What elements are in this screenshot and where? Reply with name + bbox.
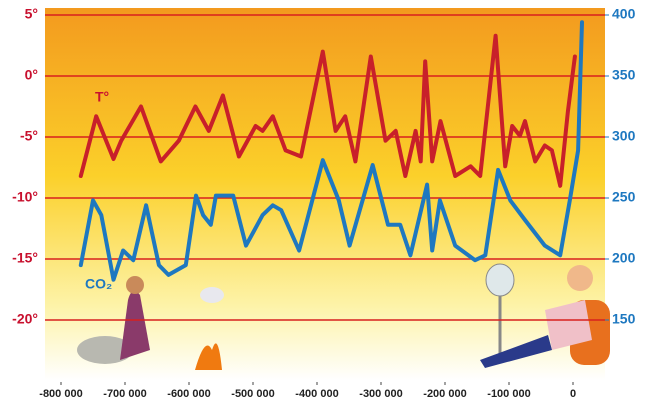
y-tick-label: -15°	[12, 250, 38, 266]
x-tick-label: -300 000	[359, 388, 402, 400]
y2-tick-label: 350	[612, 67, 636, 83]
y2-tick-label: 250	[612, 189, 636, 205]
y2-tick-label: 400	[612, 6, 636, 22]
y-tick-label: -10°	[12, 189, 38, 205]
x-tick-label: -500 000	[231, 388, 274, 400]
x-tick-label: -400 000	[295, 388, 338, 400]
chart: T° CO₂ 5° 0° -5° -10° -15° -20° 400 350 300 250 20…	[0, 0, 646, 404]
y-tick-label: 5°	[25, 6, 38, 22]
series-label: T°	[95, 89, 109, 105]
x-tick-label: -800 000	[39, 388, 82, 400]
series-label: CO₂	[85, 276, 112, 292]
y-tick-label: -5°	[20, 128, 38, 144]
x-tick-label: -100 000	[487, 388, 530, 400]
x-tick-label: -200 000	[423, 388, 466, 400]
x-tick-label: -600 000	[167, 388, 210, 400]
x-tick-label: 0	[570, 388, 576, 400]
y-tick-label: 0°	[25, 67, 38, 83]
y2-tick-label: 200	[612, 250, 636, 266]
x-tick-label: -700 000	[103, 388, 146, 400]
page: T° CO₂ 5° 0° -5° -10° -15° -20° 400 350 300 250 20…	[0, 0, 646, 409]
y2-tick-label: 300	[612, 128, 636, 144]
y-tick-label: -20°	[12, 311, 38, 327]
y2-tick-label: 150	[612, 311, 636, 327]
